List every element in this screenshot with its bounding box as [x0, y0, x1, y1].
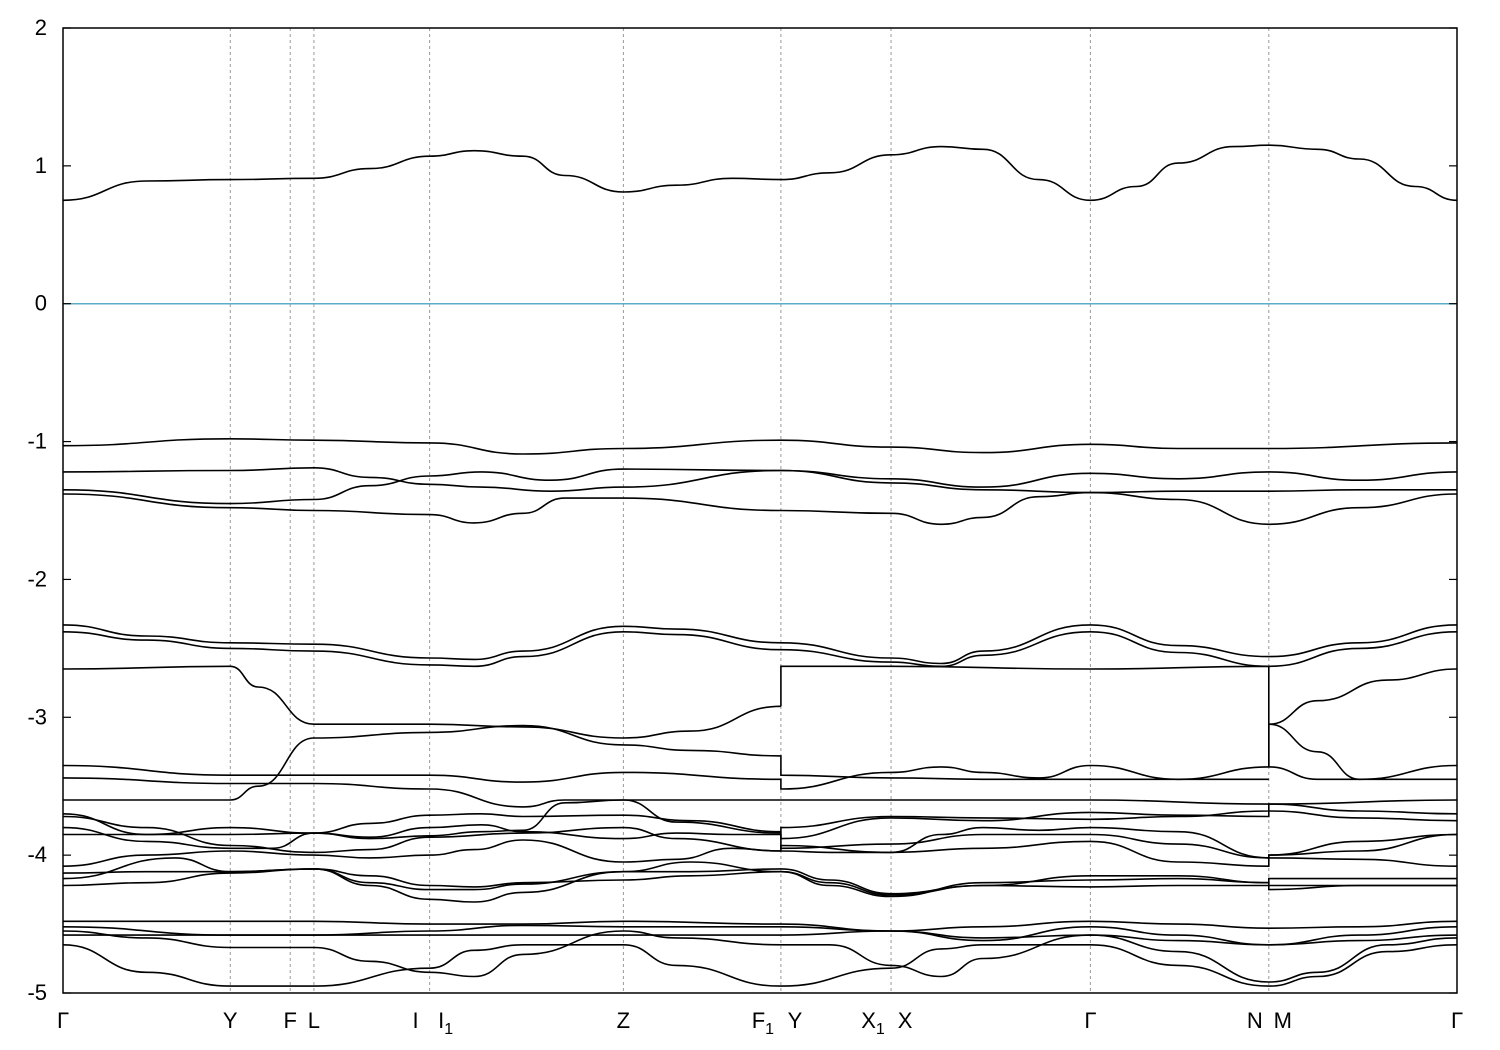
- band-line-20: [62, 857, 1457, 898]
- y-tick-label: -1: [27, 429, 47, 454]
- x-tick-label: I1: [438, 1008, 453, 1038]
- x-tick-label: Γ: [57, 1008, 69, 1033]
- band-line-8: [62, 665, 781, 739]
- x-tick-label: I: [413, 1008, 419, 1033]
- band-line-3: [62, 466, 1458, 493]
- band-line-22: [62, 868, 1457, 896]
- band-line-18: [62, 823, 1458, 859]
- x-tick-label: Y: [223, 1008, 238, 1033]
- y-tick-label: 2: [35, 15, 47, 40]
- band-line-25: [63, 930, 1458, 946]
- x-tick-label: M: [1274, 1008, 1292, 1033]
- x-axis-ticks: Γ Γ Y F L I I1 Z F1 Y X1 X Γ N M: [57, 1008, 1463, 1038]
- x-tick-label: N: [1247, 1008, 1263, 1033]
- band-line-13: [62, 764, 1457, 790]
- y-tick-label: -4: [27, 842, 47, 867]
- x-tick-label: L: [308, 1008, 320, 1033]
- band-line-4: [62, 468, 1457, 505]
- band-line-11: [63, 724, 1269, 801]
- band-line-19: [62, 826, 1458, 867]
- x-tick-label: Z: [617, 1008, 630, 1033]
- x-tick-label: Γ: [1084, 1008, 1096, 1033]
- band-line-23: [62, 920, 1458, 932]
- y-axis-ticks: 2 1 0 -1 -2 -3 -4 -5: [27, 15, 1457, 1005]
- y-tick-label: 1: [35, 153, 47, 178]
- x-tick-label: X1: [861, 1008, 885, 1038]
- band-line-27: [62, 930, 1458, 983]
- x-tick-label: Y: [788, 1008, 803, 1033]
- y-tick-label: -5: [27, 980, 47, 1005]
- x-tick-label: F: [283, 1008, 296, 1033]
- y-tick-label: 0: [35, 291, 47, 316]
- band-line-6: [62, 624, 1458, 665]
- plot-frame: [62, 27, 1458, 994]
- band-line-17: [62, 815, 1458, 868]
- x-tick-label: X: [898, 1008, 913, 1033]
- x-tick-label: F1: [752, 1008, 774, 1038]
- band-line-26: [62, 943, 1458, 987]
- band-line-10: [1268, 668, 1458, 767]
- band-line-5: [62, 491, 1458, 526]
- x-tick-label: Γ: [1451, 1008, 1463, 1033]
- y-tick-label: -3: [27, 704, 47, 729]
- band-line-16: [63, 799, 1458, 840]
- y-tick-label: -2: [27, 566, 47, 591]
- band-line-14: [62, 777, 1458, 808]
- band-line-7: [62, 630, 1458, 668]
- band-line-12: [1268, 723, 1458, 781]
- band-lines: [62, 144, 1458, 987]
- band-line-2: [62, 437, 1458, 455]
- band-line-9: [780, 665, 1270, 767]
- band-line-1: [62, 144, 1458, 202]
